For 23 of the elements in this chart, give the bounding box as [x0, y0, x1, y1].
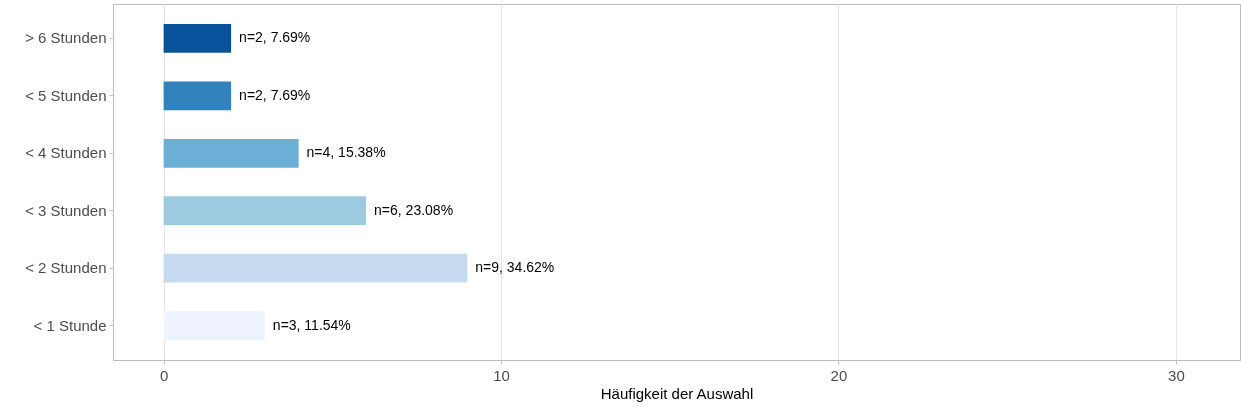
bar [163, 81, 232, 111]
data-label: n=2, 7.69% [239, 86, 311, 103]
y-tick-label: < 3 Stunden [25, 201, 107, 219]
x-tick-label: 0 [159, 366, 169, 384]
x-tick-label: 20 [830, 366, 848, 384]
bar [163, 196, 367, 226]
x-tick-label: 10 [493, 366, 510, 384]
bar [163, 311, 265, 340]
bar [163, 24, 232, 53]
bar [163, 253, 468, 283]
y-tick-label: > 6 Stunden [25, 29, 107, 47]
data-label: n=4, 15.38% [306, 144, 386, 161]
y-tick-label: < 4 Stunden [25, 144, 107, 162]
x-axis-title: Häufigkeit der Auswahl [600, 384, 754, 402]
data-label: n=6, 23.08% [374, 201, 454, 218]
data-label: n=2, 7.69% [239, 29, 311, 46]
data-label: n=9, 34.62% [475, 259, 555, 276]
y-tick-label: < 2 Stunden [25, 259, 107, 277]
y-tick-label: < 5 Stunden [25, 86, 107, 104]
y-tick-label: < 1 Stunde [33, 316, 107, 334]
x-tick-label: 30 [1168, 366, 1185, 384]
data-label: n=3, 11.54% [272, 316, 351, 333]
bar [163, 138, 299, 168]
